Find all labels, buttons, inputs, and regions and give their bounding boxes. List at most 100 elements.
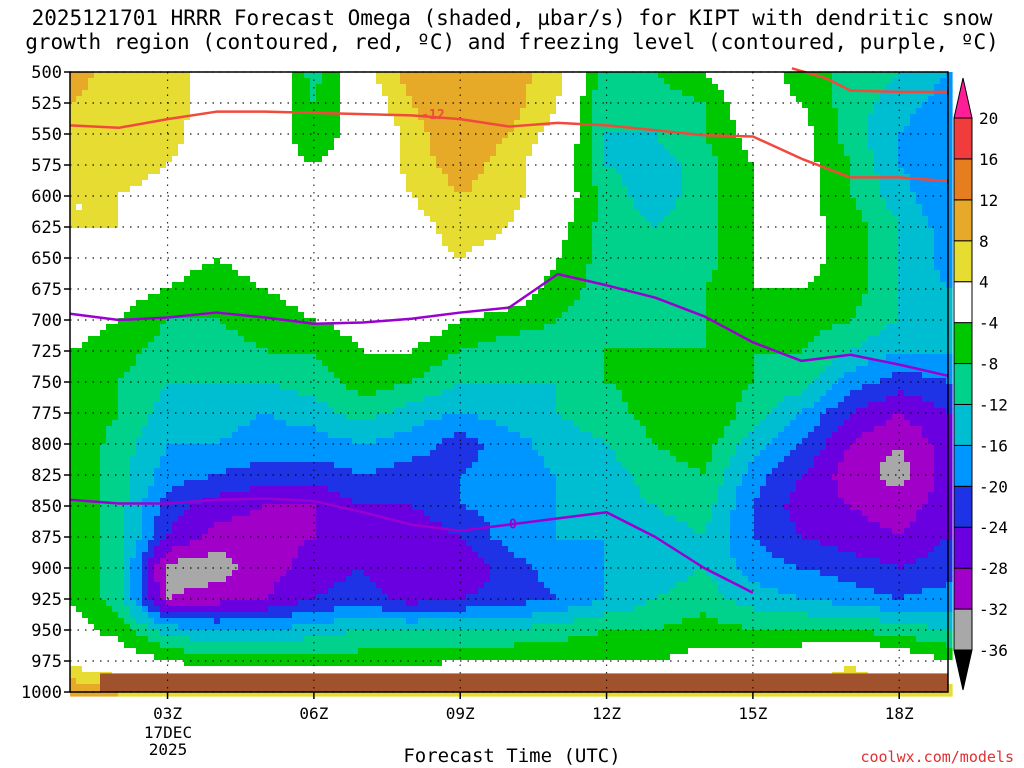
omega-cell bbox=[544, 144, 551, 151]
omega-cell bbox=[652, 96, 659, 103]
omega-cell bbox=[544, 168, 551, 175]
omega-cell bbox=[856, 258, 863, 265]
omega-cell bbox=[538, 228, 545, 235]
omega-cell bbox=[862, 72, 869, 79]
omega-cell bbox=[640, 270, 647, 277]
omega-cell bbox=[130, 198, 137, 205]
omega-cell bbox=[298, 162, 305, 169]
omega-cell bbox=[856, 192, 863, 199]
omega-cell bbox=[928, 108, 935, 115]
omega-cell bbox=[928, 264, 935, 271]
omega-cell bbox=[532, 222, 539, 229]
omega-cell bbox=[424, 78, 431, 85]
omega-cell bbox=[400, 174, 407, 181]
omega-cell bbox=[496, 210, 503, 217]
omega-cell bbox=[622, 252, 629, 259]
omega-cell bbox=[394, 210, 401, 217]
omega-cell bbox=[430, 108, 437, 115]
omega-cell bbox=[316, 264, 323, 271]
omega-cell bbox=[130, 204, 137, 211]
omega-cell bbox=[82, 132, 89, 139]
omega-cell bbox=[106, 252, 113, 259]
omega-cell bbox=[928, 138, 935, 145]
omega-cell bbox=[826, 246, 833, 253]
omega-cell bbox=[634, 270, 641, 277]
omega-cell bbox=[268, 84, 275, 91]
omega-cell bbox=[934, 150, 941, 157]
omega-cell bbox=[658, 216, 665, 223]
omega-cell bbox=[388, 234, 395, 241]
omega-cell bbox=[442, 174, 449, 181]
omega-cell bbox=[274, 258, 281, 265]
omega-cell bbox=[760, 168, 767, 175]
omega-cell bbox=[850, 108, 857, 115]
omega-cell bbox=[922, 258, 929, 265]
omega-cell bbox=[94, 120, 101, 127]
omega-cell bbox=[682, 108, 689, 115]
omega-cell bbox=[754, 198, 761, 205]
omega-cell bbox=[634, 156, 641, 163]
omega-cell bbox=[118, 78, 125, 85]
omega-cell bbox=[202, 198, 209, 205]
omega-cell bbox=[316, 258, 323, 265]
omega-cell bbox=[82, 204, 89, 211]
omega-cell bbox=[166, 120, 173, 127]
omega-cell bbox=[622, 270, 629, 277]
omega-cell bbox=[472, 186, 479, 193]
omega-cell bbox=[658, 108, 665, 115]
omega-cell bbox=[322, 72, 329, 79]
omega-cell bbox=[892, 234, 899, 241]
omega-cell bbox=[658, 246, 665, 253]
omega-cell bbox=[346, 234, 353, 241]
omega-cell bbox=[886, 228, 893, 235]
omega-cell bbox=[382, 210, 389, 217]
omega-cell bbox=[628, 162, 635, 169]
omega-cell bbox=[238, 180, 245, 187]
omega-cell bbox=[70, 138, 77, 145]
omega-cell bbox=[382, 180, 389, 187]
omega-cell bbox=[832, 78, 839, 85]
omega-cell bbox=[826, 168, 833, 175]
omega-cell bbox=[544, 264, 551, 271]
omega-cell bbox=[424, 252, 431, 259]
omega-cell bbox=[226, 240, 233, 247]
omega-cell bbox=[802, 252, 809, 259]
omega-cell bbox=[448, 72, 455, 79]
omega-cell bbox=[334, 204, 341, 211]
omega-cell bbox=[820, 198, 827, 205]
omega-cell bbox=[448, 78, 455, 85]
omega-cell bbox=[478, 108, 485, 115]
omega-cell bbox=[874, 102, 881, 109]
omega-cell bbox=[712, 90, 719, 97]
omega-cell bbox=[76, 168, 83, 175]
omega-cell bbox=[232, 222, 239, 229]
omega-cell bbox=[616, 240, 623, 247]
omega-cell bbox=[508, 258, 515, 265]
omega-cell bbox=[262, 150, 269, 157]
omega-cell bbox=[940, 120, 947, 127]
omega-cell bbox=[430, 126, 437, 133]
omega-cell bbox=[628, 264, 635, 271]
omega-cell bbox=[670, 252, 677, 259]
omega-cell bbox=[316, 90, 323, 97]
omega-cell bbox=[280, 270, 287, 277]
omega-cell bbox=[916, 210, 923, 217]
omega-cell bbox=[82, 240, 89, 247]
omega-cell bbox=[712, 216, 719, 223]
omega-cell bbox=[76, 108, 83, 115]
omega-cell bbox=[586, 192, 593, 199]
omega-cell bbox=[160, 258, 167, 265]
omega-cell bbox=[544, 240, 551, 247]
omega-cell bbox=[82, 234, 89, 241]
omega-cell bbox=[562, 156, 569, 163]
omega-cell bbox=[724, 216, 731, 223]
omega-cell bbox=[586, 222, 593, 229]
omega-cell bbox=[94, 162, 101, 169]
omega-cell bbox=[376, 252, 383, 259]
omega-cell bbox=[706, 162, 713, 169]
omega-cell bbox=[628, 102, 635, 109]
omega-cell bbox=[706, 78, 713, 85]
omega-cell bbox=[364, 168, 371, 175]
omega-cell bbox=[148, 78, 155, 85]
omega-cell bbox=[82, 72, 89, 79]
